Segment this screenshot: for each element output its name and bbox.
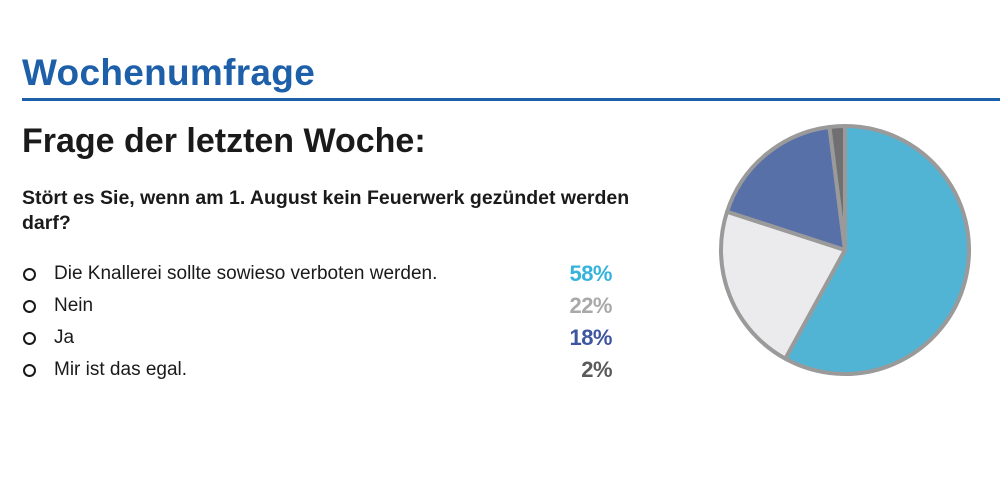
option-percent: 2% <box>581 357 612 382</box>
poll-option-verbot[interactable]: Die Knallerei sollte sowieso verboten we… <box>22 258 612 290</box>
radio-icon[interactable] <box>23 331 36 345</box>
option-label: Ja <box>54 327 75 348</box>
radio-icon[interactable] <box>23 267 36 281</box>
pie-slice-1 <box>783 124 971 376</box>
poll-option-egal[interactable]: Mir ist das egal. 2% <box>22 354 612 386</box>
header-divider <box>22 98 1000 101</box>
radio-icon[interactable] <box>23 299 36 313</box>
pie-slice-2 <box>719 209 847 361</box>
option-percent: 18% <box>569 325 612 350</box>
pie-slice-3 <box>725 124 847 252</box>
page-title: Wochenumfrage <box>22 52 316 93</box>
option-label: Nein <box>54 295 94 316</box>
option-label: Die Knallerei sollte sowieso verboten we… <box>54 263 438 284</box>
pie-slice-4 <box>827 124 847 252</box>
radio-icon[interactable] <box>23 363 36 377</box>
pie-chart <box>719 124 971 376</box>
poll-options: Die Knallerei sollte sowieso verboten we… <box>22 258 612 386</box>
option-percent: 58% <box>569 261 612 286</box>
option-percent: 22% <box>569 293 612 318</box>
poll-option-nein[interactable]: Nein 22% <box>22 290 612 322</box>
poll-option-ja[interactable]: Ja 18% <box>22 322 612 354</box>
option-label: Mir ist das egal. <box>54 359 188 380</box>
section-subtitle: Frage der letzten Woche: <box>22 122 426 160</box>
poll-question: Stört es Sie, wenn am 1. August kein Feu… <box>22 187 630 234</box>
